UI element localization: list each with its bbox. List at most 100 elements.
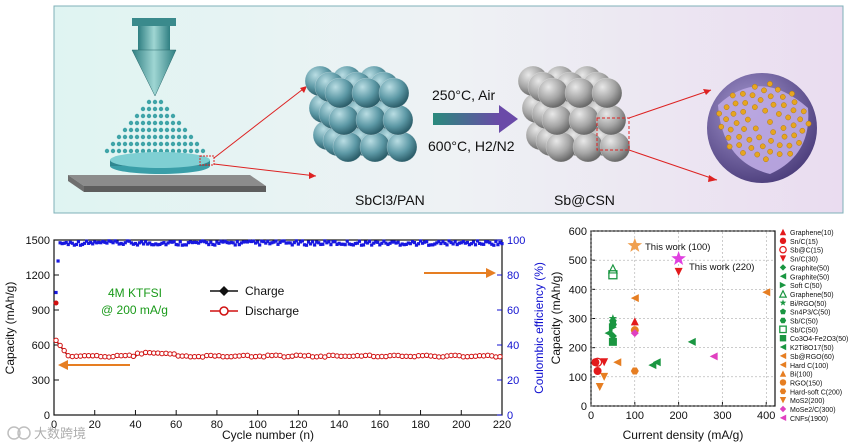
ce-point xyxy=(490,242,494,246)
ce-point xyxy=(64,240,68,245)
ce-point xyxy=(105,241,109,245)
ce-point xyxy=(341,242,345,246)
ce-point xyxy=(337,241,341,245)
ce-point xyxy=(290,243,294,247)
droplet xyxy=(182,127,188,133)
ce-point xyxy=(254,241,258,245)
ce-point xyxy=(225,240,229,245)
y-tick-label: 300 xyxy=(32,375,50,387)
ce-point xyxy=(296,242,300,246)
droplet xyxy=(170,134,176,140)
fiber-sphere xyxy=(332,131,364,163)
sb-particle xyxy=(797,116,804,123)
sb-particle xyxy=(748,145,755,151)
legend-item-label: Sb@RGO(60) xyxy=(790,354,834,361)
sbcl3-pan-fiber-cluster xyxy=(304,65,418,163)
sb-particle xyxy=(779,94,786,100)
fiber-sphere xyxy=(537,77,569,109)
ce-point xyxy=(107,239,111,243)
ce-point xyxy=(302,243,307,247)
this-work-100-point xyxy=(627,237,643,252)
ce-point xyxy=(256,240,260,244)
x-tick-label: 160 xyxy=(371,419,389,431)
process-arrow-icon xyxy=(433,105,518,133)
sbcl3-pan-label: SbCl3/PAN xyxy=(355,192,425,208)
ce-point xyxy=(243,240,248,244)
droplet xyxy=(158,134,164,140)
rate-y-tick: 100 xyxy=(569,372,587,384)
sb-nanoparticle-cutaway-sphere xyxy=(707,73,817,183)
ce-point xyxy=(353,241,357,246)
ce-point xyxy=(178,240,182,244)
ce-point xyxy=(268,242,272,246)
droplet xyxy=(170,141,176,147)
ce-point xyxy=(392,240,396,244)
ce-point xyxy=(87,241,91,245)
ce-point xyxy=(199,240,203,244)
literature-point xyxy=(652,358,661,367)
droplet xyxy=(146,127,152,133)
ce-point xyxy=(76,240,81,244)
rate-x-tick: 400 xyxy=(757,410,775,422)
droplet xyxy=(170,113,176,119)
literature-point xyxy=(608,337,617,346)
ce-point xyxy=(463,241,467,245)
watermark-logo-icon xyxy=(7,426,31,440)
sb-particle xyxy=(767,119,773,125)
ce-point xyxy=(500,242,504,246)
literature-point xyxy=(630,329,639,338)
y-tick-label: 1500 xyxy=(26,235,50,247)
ce-point xyxy=(376,240,380,244)
ce-point xyxy=(486,240,490,244)
ce-point xyxy=(488,241,492,245)
ce-point xyxy=(80,242,85,247)
literature-point xyxy=(608,270,618,280)
ce-point xyxy=(203,240,207,244)
ce-point xyxy=(95,241,99,245)
sb-particle xyxy=(776,151,783,157)
droplet xyxy=(140,148,146,154)
droplet xyxy=(140,106,146,112)
sb-particle xyxy=(752,125,759,132)
ce-point xyxy=(125,239,129,243)
droplet xyxy=(164,141,170,147)
droplet xyxy=(110,148,116,154)
legend-discharge: Discharge xyxy=(245,304,299,318)
legend-item-label: Graphene(50) xyxy=(790,292,834,299)
x-tick-label: 180 xyxy=(411,419,429,431)
legend-marker xyxy=(779,325,787,334)
sb-csn-fiber-cluster xyxy=(517,65,631,163)
legend-item-label: Graphite(50) xyxy=(790,265,829,272)
ce-point xyxy=(111,241,115,245)
zoom-line xyxy=(213,163,317,177)
ce-point xyxy=(211,242,215,247)
ce-point xyxy=(308,242,313,246)
ce-point xyxy=(209,240,213,244)
y-tick-label: 900 xyxy=(32,305,50,317)
ce-point xyxy=(459,241,463,245)
legend-marker xyxy=(779,299,787,306)
legend-marker xyxy=(779,370,787,377)
ce-point xyxy=(223,239,227,243)
ce-point xyxy=(117,242,121,246)
fiber-sphere xyxy=(386,131,418,163)
ce-point xyxy=(370,243,374,247)
ce-point xyxy=(245,240,250,244)
sb-particle xyxy=(718,123,725,130)
ce-point xyxy=(119,241,123,246)
droplet xyxy=(122,148,128,154)
ce-point xyxy=(435,241,439,245)
x-tick-label: 100 xyxy=(248,419,266,431)
zoom-box-right xyxy=(596,117,630,151)
ce-point xyxy=(325,241,329,245)
sb-particle xyxy=(732,100,739,107)
legend-item-label: Sn4P3/C(50) xyxy=(790,310,830,317)
ce-point xyxy=(241,240,245,244)
literature-point xyxy=(630,294,639,303)
sb-particle xyxy=(770,129,776,135)
sb-particle xyxy=(791,132,798,139)
legend-item-label: Sn/C(15) xyxy=(790,239,818,246)
ce-point xyxy=(372,241,376,245)
ce-point xyxy=(262,239,266,244)
ce-point xyxy=(420,241,425,245)
